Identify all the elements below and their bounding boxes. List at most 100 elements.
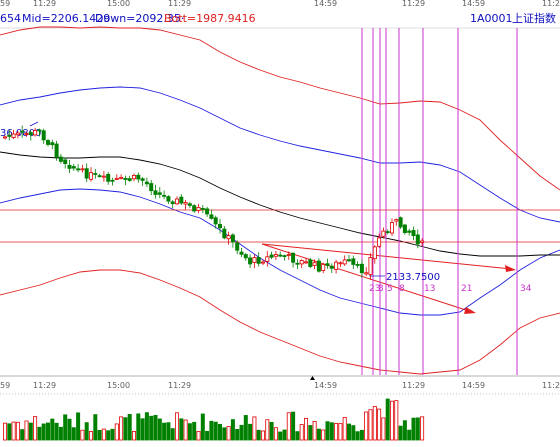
candle[interactable] [381, 227, 386, 239]
volume-bar[interactable] [394, 400, 399, 441]
volume-bar[interactable] [33, 416, 38, 441]
candle[interactable] [196, 203, 201, 214]
candle[interactable] [230, 233, 235, 248]
candle[interactable] [222, 225, 227, 240]
volume-bar[interactable] [389, 400, 394, 441]
candle[interactable] [217, 219, 222, 234]
candle[interactable] [265, 250, 270, 267]
volume-bar[interactable] [28, 422, 33, 441]
volume-bar[interactable] [67, 418, 72, 441]
candle[interactable] [67, 159, 72, 174]
volume-bar[interactable] [368, 409, 373, 441]
candle[interactable] [33, 127, 38, 137]
volume-bar[interactable] [54, 422, 59, 441]
candle[interactable] [295, 259, 300, 270]
candle[interactable] [46, 138, 51, 147]
candle[interactable] [252, 254, 257, 269]
volume-bar[interactable] [295, 431, 300, 441]
volume-bar[interactable] [222, 427, 227, 441]
candle[interactable] [368, 253, 373, 280]
candle[interactable] [110, 177, 115, 186]
volume-bar[interactable] [110, 428, 115, 441]
volume-bar[interactable] [286, 412, 291, 441]
candle[interactable] [415, 229, 420, 249]
volume-bar[interactable] [402, 420, 407, 441]
volume-bar[interactable] [15, 421, 20, 441]
candle[interactable] [243, 252, 248, 261]
candle[interactable] [97, 173, 102, 178]
candle[interactable] [338, 261, 343, 268]
candle[interactable] [136, 172, 141, 183]
candle[interactable] [106, 171, 111, 185]
candle[interactable] [71, 163, 76, 171]
volume-bar[interactable] [316, 428, 321, 441]
candle[interactable] [278, 251, 283, 258]
volume-bar[interactable] [415, 417, 420, 441]
candle[interactable] [205, 206, 210, 217]
volume-bar[interactable] [329, 422, 334, 441]
volume-bar[interactable] [265, 419, 270, 441]
candle[interactable] [312, 259, 317, 270]
candle[interactable] [385, 229, 390, 235]
candle[interactable] [54, 140, 59, 161]
candle[interactable] [273, 250, 278, 261]
candle[interactable] [389, 218, 394, 237]
candle[interactable] [303, 257, 308, 265]
volume-bar[interactable] [144, 412, 149, 441]
volume-bar[interactable] [291, 411, 296, 441]
volume-bar[interactable] [140, 418, 145, 441]
candle[interactable] [351, 255, 356, 270]
candle[interactable] [89, 167, 94, 182]
candle[interactable] [192, 204, 197, 213]
candle[interactable] [286, 251, 291, 260]
candle[interactable] [394, 218, 399, 226]
candle[interactable] [58, 153, 63, 164]
volume-bar[interactable] [334, 422, 339, 441]
candle[interactable] [372, 245, 377, 264]
volume-bar[interactable] [153, 415, 158, 441]
candle[interactable] [101, 170, 106, 182]
candlestick-series[interactable] [3, 125, 425, 280]
candle[interactable] [269, 251, 274, 260]
volume-bar[interactable] [303, 417, 308, 441]
candle[interactable] [239, 248, 244, 257]
candle[interactable] [308, 257, 313, 269]
volume-bar-series[interactable] [3, 398, 425, 441]
volume-bar[interactable] [230, 419, 235, 441]
volume-bar[interactable] [3, 422, 8, 441]
volume-bar[interactable] [80, 429, 85, 441]
volume-bar[interactable] [41, 423, 46, 441]
candle[interactable] [179, 194, 184, 206]
volume-bar[interactable] [243, 415, 248, 441]
candle[interactable] [334, 259, 339, 274]
volume-bar[interactable] [372, 406, 377, 441]
volume-bar[interactable] [226, 426, 231, 441]
volume-bar[interactable] [179, 418, 184, 441]
volume-bar[interactable] [278, 431, 283, 441]
volume-bar[interactable] [24, 420, 29, 441]
volume-bar[interactable] [119, 416, 124, 441]
volume-bar[interactable] [205, 430, 210, 441]
volume-bar[interactable] [46, 422, 51, 441]
candle[interactable] [364, 267, 369, 277]
volume-bar[interactable] [377, 408, 382, 441]
volume-bar[interactable] [123, 417, 128, 441]
volume-bar[interactable] [420, 416, 425, 441]
candle[interactable] [76, 164, 81, 173]
candle[interactable] [140, 177, 145, 186]
volume-bar[interactable] [174, 412, 179, 441]
volume-bar[interactable] [101, 428, 106, 441]
candle[interactable] [24, 131, 29, 137]
candle[interactable] [84, 163, 89, 183]
candle[interactable] [299, 259, 304, 269]
volume-bar[interactable] [76, 412, 81, 441]
trend-arrow-lower[interactable] [261, 243, 476, 314]
candle[interactable] [342, 255, 347, 266]
volume-bar[interactable] [136, 413, 141, 441]
candle[interactable] [248, 254, 253, 268]
candle[interactable] [153, 184, 158, 199]
volume-bar[interactable] [11, 421, 16, 441]
candle[interactable] [200, 205, 205, 214]
candle[interactable] [166, 195, 171, 205]
